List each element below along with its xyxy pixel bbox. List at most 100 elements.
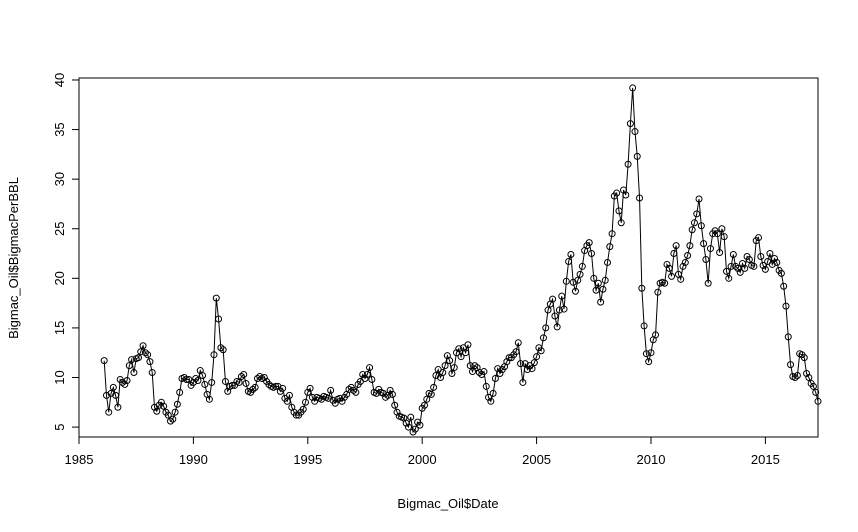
data-point [814,397,822,405]
data-point [219,346,227,354]
data-point [393,408,401,416]
data-point [423,395,431,403]
data-point [125,362,133,370]
data-point [629,84,637,92]
data-point [482,382,490,390]
data-point [199,372,207,380]
data-point [782,302,790,310]
data-point [706,245,714,253]
data-point [812,388,820,396]
data-point [139,342,147,350]
y-tick-label: 15 [52,321,67,335]
x-tick-label: 1995 [293,452,322,467]
data-point [800,354,808,362]
data-point [487,397,495,405]
data-point [345,385,353,393]
data-point [215,315,223,323]
data-point [787,361,795,369]
data-point [640,322,648,330]
data-point [652,331,660,339]
data-point [404,423,412,431]
data-point [118,378,126,386]
x-axis: 1985 1990 1995 2000 2005 2010 2015 [65,436,780,467]
data-point [221,377,229,385]
data-point [702,255,710,263]
data-point [205,395,213,403]
data-point [736,268,744,276]
data-point [194,376,202,384]
data-point [173,400,181,408]
data-point [670,250,678,258]
data-point [192,374,200,382]
data-point [732,262,740,270]
data-point [537,347,545,355]
data-point [713,230,721,238]
data-point [338,397,346,405]
data-point [585,239,593,247]
data-point [647,349,655,357]
data-point [160,402,168,410]
data-point [480,368,488,376]
data-point [453,349,461,357]
data-point [681,258,689,266]
data-point [597,298,605,306]
x-tick-label: 1990 [179,452,208,467]
data-point [164,411,172,419]
data-point [793,372,801,380]
data-point [766,250,774,258]
data-point [590,274,598,282]
data-point [151,403,158,411]
data-point [112,391,120,399]
data-point [379,389,387,397]
data-point [608,230,616,238]
data-point [677,275,685,283]
y-tick-label: 10 [52,370,67,384]
data-point [654,288,662,296]
x-tick-label: 2005 [522,452,551,467]
data-point [805,374,813,381]
data-point [201,380,209,388]
data-point [302,398,309,406]
data-point [567,251,575,259]
data-point [578,262,586,270]
data-point [471,362,479,370]
data-point [352,388,360,396]
data-point [260,374,268,381]
data-point [466,362,474,370]
y-tick-label: 30 [52,172,67,186]
data-point [416,421,424,429]
data-point [171,408,179,416]
data-point [114,403,122,411]
data-point [588,250,595,258]
data-point [402,419,410,427]
data-point [555,306,563,314]
data-point [279,384,287,392]
data-point [700,240,708,248]
data-point [503,358,511,366]
data-point [411,425,419,433]
data-point [102,391,110,399]
x-tick-label: 1985 [65,452,94,467]
data-point [251,383,259,391]
data-point [448,370,456,378]
data-point [722,267,730,275]
data-point [791,374,799,381]
data-point [427,390,435,398]
data-point [235,378,243,386]
data-point [105,408,113,416]
plot-frame [78,77,819,438]
data-point [594,279,602,287]
data-point [361,374,369,382]
y-axis-label: Bigmac_Oil$BigmacPerBBL [6,177,21,339]
data-point [441,362,449,370]
data-point [761,265,769,273]
data-point [180,374,188,381]
data-point [107,389,115,397]
data-point [780,282,788,290]
data-point [636,194,644,202]
data-point [237,373,245,381]
data-point [553,323,561,331]
data-point [464,341,472,349]
data-point [718,225,726,233]
